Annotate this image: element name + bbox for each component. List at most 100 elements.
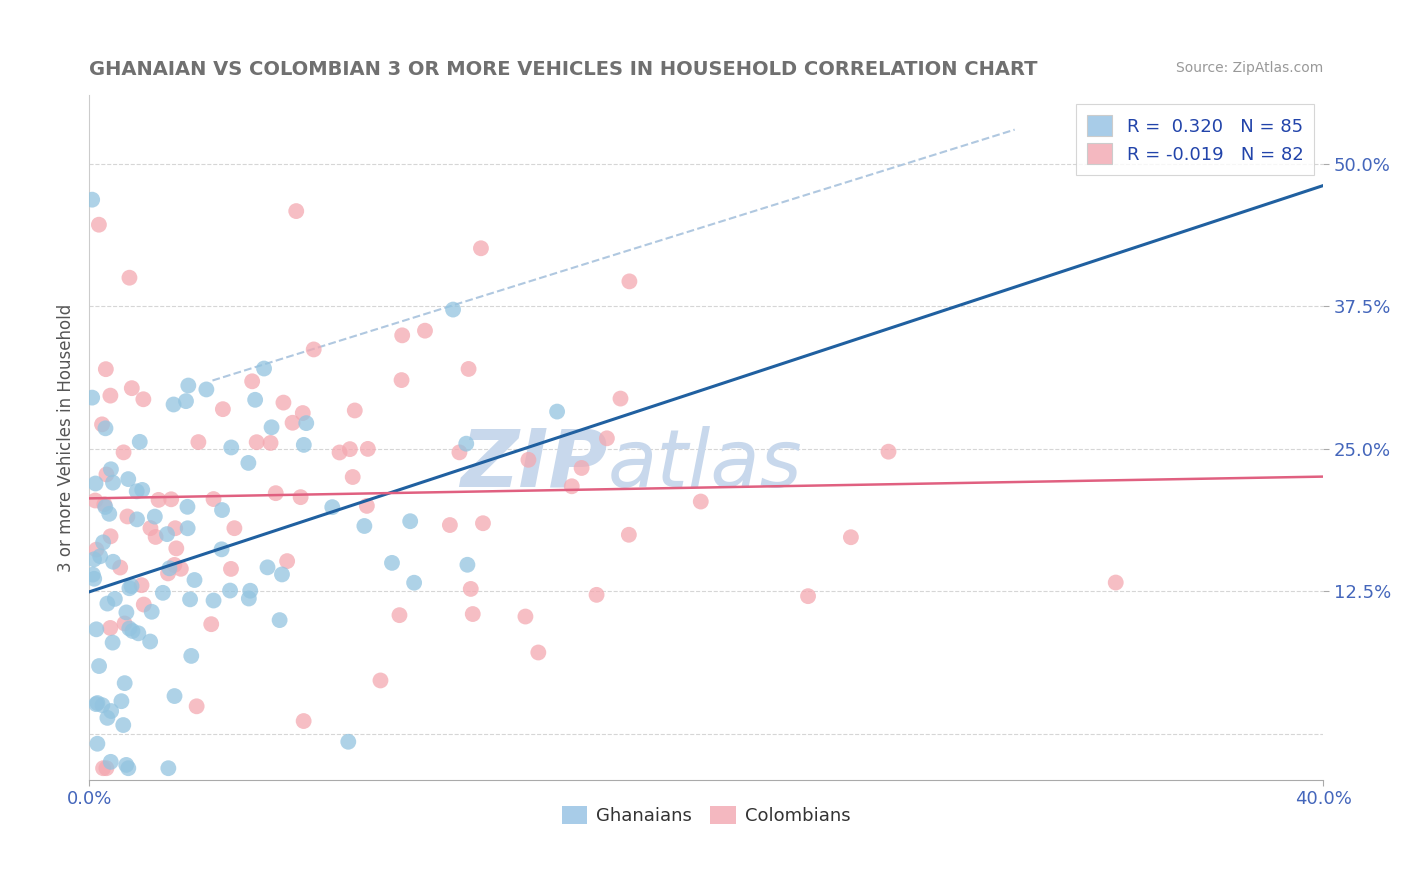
Point [86,542,108,557]
Point [139,521,162,535]
Point [139,634,162,648]
Point [157,566,180,581]
Point [100,529,122,543]
Point [91,417,114,432]
Point [128,434,150,449]
Point [457,362,479,376]
Point [121,579,143,593]
Point [186,699,208,714]
Point [439,518,461,533]
Point [243,392,266,407]
Point [112,718,135,732]
Point [91,698,114,713]
Point [177,378,200,392]
Legend: Ghanaians, Colombians: Ghanaians, Colombians [555,798,858,832]
Point [276,554,298,568]
Point [165,521,187,535]
Point [98,621,121,635]
Point [200,617,222,632]
Point [256,560,278,574]
Point [219,562,242,576]
Point [170,562,193,576]
Point [339,442,361,457]
Point [131,578,153,592]
Point [96,711,118,725]
Point [224,521,246,535]
Point [797,589,820,603]
Point [82,567,104,582]
Point [163,558,186,572]
Point [343,403,366,417]
Point [238,591,260,606]
Point [179,592,201,607]
Point [211,503,233,517]
Point [115,758,138,772]
Point [264,486,287,500]
Point [211,542,233,557]
Point [269,613,291,627]
Point [328,445,350,459]
Point [356,499,378,513]
Point [112,445,135,459]
Point [125,512,148,526]
Point [132,392,155,407]
Point [246,435,269,450]
Point [413,324,436,338]
Point [176,500,198,514]
Point [125,484,148,499]
Point [157,561,180,575]
Point [117,509,139,524]
Point [86,737,108,751]
Point [219,583,242,598]
Point [114,616,136,631]
Point [253,361,276,376]
Point [121,624,143,638]
Text: Source: ZipAtlas.com: Source: ZipAtlas.com [1175,61,1323,75]
Point [118,622,141,636]
Point [86,623,108,637]
Point [156,527,179,541]
Point [84,476,107,491]
Point [273,395,295,409]
Point [100,389,122,403]
Point [617,528,640,542]
Point [295,416,318,430]
Point [82,193,104,207]
Point [132,598,155,612]
Point [94,362,117,376]
Point [259,436,281,450]
Point [527,645,550,659]
Point [152,586,174,600]
Point [202,593,225,607]
Point [391,373,413,387]
Point [391,328,413,343]
Point [100,462,122,476]
Point [91,761,114,775]
Point [143,509,166,524]
Point [84,697,107,711]
Point [239,583,262,598]
Point [202,491,225,506]
Text: GHANAIAN VS COLOMBIAN 3 OR MORE VEHICLES IN HOUSEHOLD CORRELATION CHART: GHANAIAN VS COLOMBIAN 3 OR MORE VEHICLES… [89,60,1038,78]
Point [82,391,104,405]
Point [180,648,202,663]
Point [98,507,121,521]
Point [100,704,122,718]
Point [157,761,180,775]
Point [160,492,183,507]
Text: ZIP: ZIP [460,425,607,504]
Point [187,435,209,450]
Point [281,416,304,430]
Point [388,608,411,623]
Point [441,302,464,317]
Point [461,607,484,621]
Point [342,470,364,484]
Point [96,761,118,775]
Point [100,755,122,769]
Point [162,397,184,411]
Point [174,394,197,409]
Point [96,467,118,482]
Point [839,530,862,544]
Point [399,514,422,528]
Point [449,445,471,459]
